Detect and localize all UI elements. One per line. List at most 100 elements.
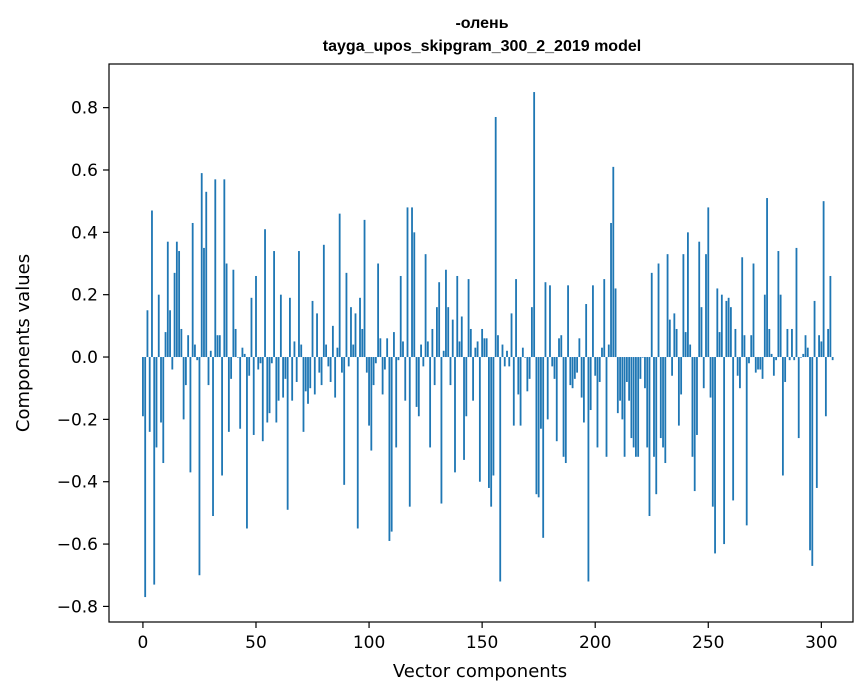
bar-242 xyxy=(689,344,692,358)
bar-249 xyxy=(705,254,707,358)
bar-59 xyxy=(275,357,278,423)
bar-42 xyxy=(237,357,239,358)
y-tick-label: 0.8 xyxy=(71,99,98,119)
bar-6 xyxy=(155,357,158,448)
bar-177 xyxy=(542,357,545,538)
bar-210 xyxy=(616,357,619,414)
bar-149 xyxy=(478,357,481,482)
bar-118 xyxy=(408,357,411,507)
bar-229 xyxy=(659,357,662,439)
bar-37 xyxy=(225,263,228,358)
bar-250 xyxy=(707,207,710,358)
bar-200 xyxy=(594,357,597,376)
bar-198 xyxy=(589,357,592,411)
bar-285 xyxy=(786,328,789,358)
bar-54 xyxy=(264,229,266,358)
bar-297 xyxy=(813,300,816,358)
bar-221 xyxy=(641,357,644,358)
bar-12 xyxy=(169,310,171,358)
bar-21 xyxy=(189,357,192,473)
bar-143 xyxy=(465,357,468,417)
bar-126 xyxy=(426,341,429,358)
bar-288 xyxy=(793,357,796,361)
bar-280 xyxy=(775,357,778,361)
bar-195 xyxy=(582,357,585,423)
bar-132 xyxy=(440,357,443,504)
bar-56 xyxy=(268,357,271,414)
bar-215 xyxy=(628,357,631,401)
y-axis-label: Components values xyxy=(13,254,34,432)
bar-226 xyxy=(653,357,655,457)
bar-4 xyxy=(151,210,153,358)
bar-105 xyxy=(379,338,382,358)
bar-212 xyxy=(621,357,624,420)
bar-138 xyxy=(454,357,456,473)
bar-10 xyxy=(164,332,167,358)
bar-248 xyxy=(702,357,705,389)
bar-218 xyxy=(635,357,637,457)
bar-150 xyxy=(481,328,484,358)
x-tick-label: 0 xyxy=(138,633,149,653)
bar-47 xyxy=(248,357,251,376)
bar-224 xyxy=(648,357,651,517)
bar-86 xyxy=(336,347,339,358)
bar-227 xyxy=(655,357,658,495)
bar-142 xyxy=(463,357,465,460)
bar-25 xyxy=(198,357,201,576)
x-tick-label: 100 xyxy=(353,633,385,653)
bar-140 xyxy=(458,341,461,358)
bar-222 xyxy=(644,357,646,389)
bar-96 xyxy=(359,297,361,358)
bar-69 xyxy=(298,251,300,358)
bar-266 xyxy=(743,335,746,358)
bar-247 xyxy=(700,307,703,358)
bar-58 xyxy=(273,251,275,358)
bar-64 xyxy=(286,357,289,510)
bar-51 xyxy=(257,357,260,370)
bar-104 xyxy=(377,263,380,358)
bar-189 xyxy=(569,357,572,386)
bar-91 xyxy=(347,357,350,367)
bar-61 xyxy=(279,294,282,358)
bar-284 xyxy=(784,357,787,382)
bar-99 xyxy=(365,357,368,373)
bar-141 xyxy=(460,316,463,358)
bar-174 xyxy=(535,357,538,495)
bar-286 xyxy=(788,357,791,361)
bar-112 xyxy=(395,357,398,448)
bar-121 xyxy=(415,357,418,407)
bar-31 xyxy=(212,357,214,517)
bar-184 xyxy=(558,338,560,358)
bar-145 xyxy=(469,328,472,358)
bar-289 xyxy=(795,247,798,358)
bar-163 xyxy=(510,313,513,358)
bar-44 xyxy=(241,347,244,358)
bar-235 xyxy=(673,313,676,358)
bar-97 xyxy=(361,328,364,358)
bar-219 xyxy=(637,357,640,457)
bar-101 xyxy=(370,357,373,451)
bar-256 xyxy=(720,294,723,358)
bar-169 xyxy=(524,357,526,358)
bar-205 xyxy=(605,357,608,457)
chart-title-line-1: -олень xyxy=(455,15,508,32)
bar-253 xyxy=(714,357,716,554)
bar-239 xyxy=(682,254,685,358)
bar-68 xyxy=(295,357,298,382)
bar-134 xyxy=(445,269,447,358)
bar-60 xyxy=(277,357,280,401)
bar-40 xyxy=(232,269,235,358)
bar-228 xyxy=(657,263,660,358)
bar-293 xyxy=(804,335,807,358)
bar-298 xyxy=(815,357,818,488)
bar-7 xyxy=(157,294,160,358)
bar-19 xyxy=(184,357,187,386)
bar-175 xyxy=(537,357,540,498)
bar-50 xyxy=(255,275,257,358)
bar-202 xyxy=(598,357,601,382)
bar-277 xyxy=(768,328,771,358)
bar-271 xyxy=(754,357,757,373)
bar-192 xyxy=(576,357,579,373)
bar-146 xyxy=(472,357,474,401)
bar-168 xyxy=(521,347,524,358)
